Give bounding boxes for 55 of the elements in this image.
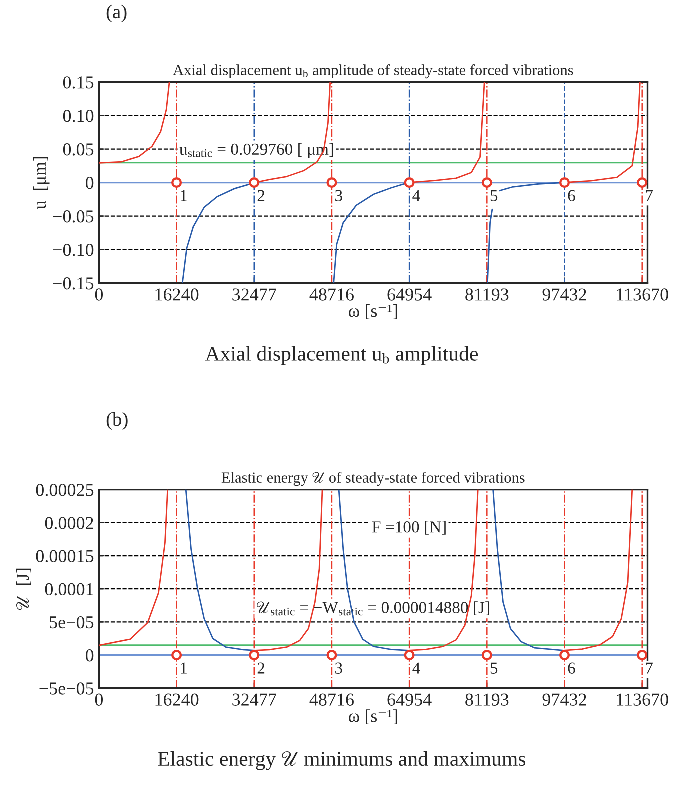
x-tick-label: 0 [95,694,104,706]
x-axis-title: ω [s⁻¹] [348,710,398,725]
x-tick-label: 64954 [388,288,432,301]
x-tick-label: 81193 [466,288,509,301]
annotation: 6 [568,662,576,674]
y-tick-label: −0.15 [53,278,94,290]
annotation: 7 [646,190,653,202]
y-tick-label: 0.0002 [45,517,94,530]
x-tick-label: 97432 [542,694,586,706]
y-axis-title: 𝒰 [J] [16,568,32,610]
text: (b) [106,412,128,430]
y-tick-label: 0.00025 [36,484,94,496]
chart-title: Axial displacement u$_{b}$ amplitude of steady-state forced vibrations [173,64,574,79]
text: Axial displacement u$_{b}$ amplitude [205,346,478,366]
annotation: F =100 [N] [372,521,446,535]
text: Elastic energy 𝒰 minimums and maximums [158,751,526,770]
y-tick-label: 0 [86,650,94,662]
annotation: 4 [412,190,420,202]
y-tick-label: 0.05 [63,144,94,156]
y-axis-title: u [μm] [33,157,50,210]
x-tick-label: 81193 [466,694,509,706]
y-tick-label: 0 [86,177,94,190]
annotation: 1 [181,190,187,202]
x-tick-label: 0 [95,288,104,301]
chart-title: Elastic energy 𝒰 of steady-state forced vibrations [222,472,525,486]
x-tick-label: 64954 [388,694,432,706]
x-tick-label: 32477 [232,288,276,301]
y-tick-label: −0.10 [53,244,94,256]
annotation: 3 [336,662,342,674]
x-tick-label: 32477 [232,694,276,706]
annotation: 5 [490,662,498,674]
x-tick-label: 97432 [542,288,586,301]
x-tick-label: 16240 [156,288,199,301]
y-tick-label: 5e−05 [50,616,94,629]
annotation: 2 [258,190,265,202]
x-tick-label: 48716 [310,694,354,706]
annotation: 2 [258,662,265,674]
x-tick-label: 113670 [617,694,668,706]
y-tick-label: −5e−05 [40,682,94,695]
y-tick-label: 0.0001 [45,583,94,596]
x-axis-title: ω [s⁻¹] [348,304,398,320]
annotation: 7 [646,662,653,674]
annotation: 3 [336,190,342,202]
y-tick-label: 0.00015 [36,550,94,563]
annotation: 5 [490,190,498,202]
text: (a) [106,4,127,23]
x-tick-label: 16240 [156,694,199,706]
y-tick-label: −0.05 [53,210,94,223]
y-tick-label: 0.15 [63,76,94,89]
y-tick-label: 0.10 [63,110,94,122]
annotation: 4 [412,662,420,674]
annotation: 6 [568,190,576,202]
x-tick-label: 48716 [310,288,354,301]
x-tick-label: 113670 [617,288,668,301]
annotation: 1 [181,662,187,674]
